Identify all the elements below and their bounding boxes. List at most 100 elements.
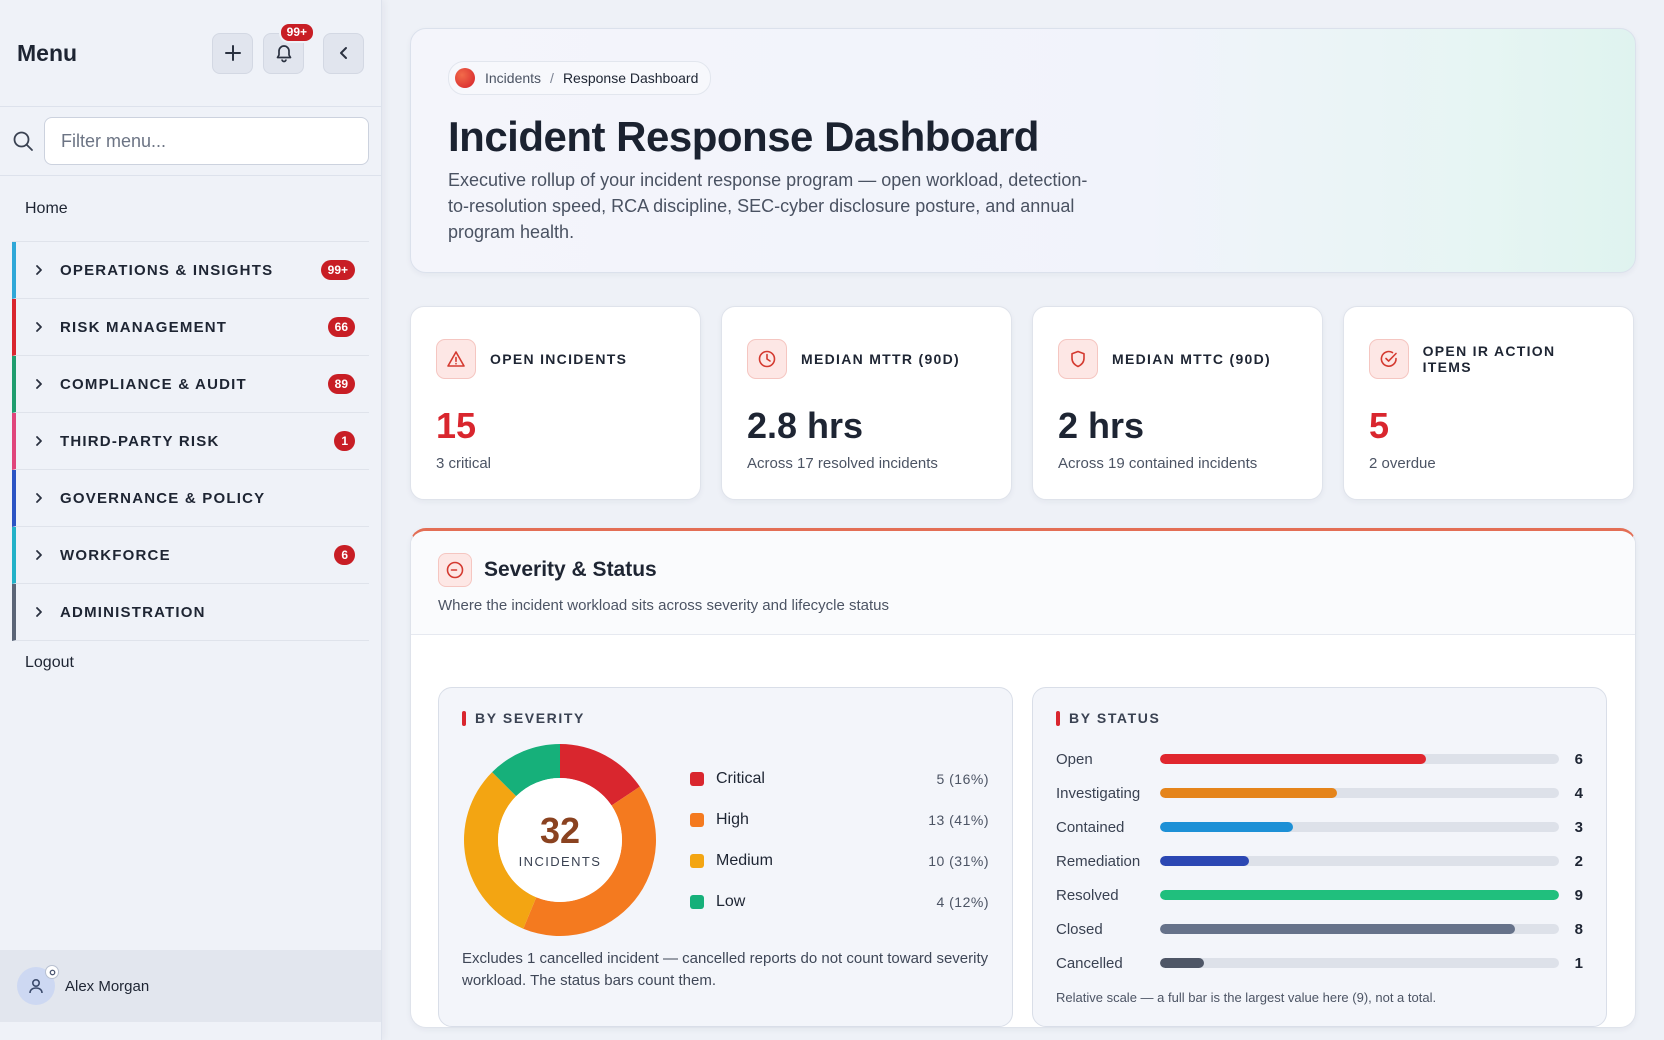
panel-title: Severity & Status [484, 558, 657, 581]
chevron-right-icon [36, 265, 42, 275]
notification-badge: 99+ [278, 21, 315, 43]
kpi-label: OPEN INCIDENTS [490, 351, 628, 367]
sidebar-group-count-badge: 6 [334, 545, 355, 565]
donut-center: 32 INCIDENTS [498, 778, 622, 902]
sidebar-group-count-badge: 66 [327, 317, 355, 337]
sidebar-group-label: ADMINISTRATION [60, 603, 206, 621]
search-icon [13, 131, 33, 151]
donut-slice-low [492, 744, 560, 797]
plus-icon [224, 45, 241, 61]
sidebar-group-count-badge: 99+ [320, 260, 355, 280]
add-button[interactable] [212, 32, 253, 74]
notifications-button[interactable]: 99+ [263, 21, 315, 74]
sidebar-group-governance-policy[interactable]: GOVERNANCE & POLICY [12, 470, 369, 527]
legend-item-critical: Critical 5 (16%) [690, 758, 989, 799]
sidebar-group-count-badge: 1 [334, 431, 355, 451]
status-card: BY STATUS Open 6 Investigating 4 Contained 3 R… [1032, 687, 1607, 1027]
status-card-title: BY STATUS [1056, 710, 1583, 726]
severity-card-title: BY SEVERITY [462, 710, 989, 726]
check-circle-icon [1369, 339, 1409, 379]
sidebar-nav: Home OPERATIONS & INSIGHTS 99+ RISK MANAGE… [0, 176, 381, 685]
status-count: 9 [1574, 886, 1583, 904]
legend-item-high: High 13 (41%) [690, 799, 989, 840]
sidebar-item-logout[interactable]: Logout [25, 654, 74, 671]
legend-name: Low [716, 892, 746, 910]
status-row-resolved: Resolved 9 [1056, 878, 1583, 912]
breadcrumb: Incidents / Response Dashboard [448, 61, 712, 95]
legend-value: 4 (12%) [936, 893, 989, 910]
status-label: Remediation [1056, 852, 1141, 870]
kpi-subtext: Across 19 contained incidents [1058, 455, 1258, 472]
filter-menu-input[interactable] [44, 117, 369, 165]
donut-slice-critical [560, 744, 640, 806]
status-row-open: Open 6 [1056, 742, 1583, 776]
kpi-header: MEDIAN MTTC (90D) [1058, 339, 1297, 379]
chevron-right-icon [36, 379, 42, 389]
gear-icon [45, 965, 59, 979]
status-label: Investigating [1056, 784, 1141, 802]
status-bar-track [1160, 788, 1559, 798]
kpi-value: 2 hrs [1058, 405, 1145, 446]
sidebar-group-compliance-audit[interactable]: COMPLIANCE & AUDIT 89 [12, 356, 369, 413]
donut-total: 32 [539, 809, 581, 851]
incidents-icon [455, 68, 475, 88]
status-bar-fill [1160, 924, 1515, 934]
status-row-remediation: Remediation 2 [1056, 844, 1583, 878]
severity-legend: Critical 5 (16%) High 13 (41%) Medium 10 (31%… [690, 758, 989, 922]
status-row-contained: Contained 3 [1056, 810, 1583, 844]
status-bar-fill [1160, 890, 1559, 900]
breadcrumb-parent-link[interactable]: Incidents [485, 70, 542, 86]
sidebar-title: Menu [17, 39, 78, 66]
sidebar-group-label: WORKFORCE [60, 546, 171, 564]
legend-item-low: Low 4 (12%) [690, 881, 989, 922]
sidebar-group-administration[interactable]: ADMINISTRATION [12, 584, 369, 641]
panel-subtitle: Where the incident workload sits across … [438, 597, 890, 614]
status-bar-track [1160, 856, 1559, 866]
sidebar-group-workforce[interactable]: WORKFORCE 6 [12, 527, 369, 584]
chevron-right-icon [36, 493, 42, 503]
chevron-right-icon [36, 322, 42, 332]
kpi-card-median-mttc-90d: MEDIAN MTTC (90D) 2 hrs Across 19 containe… [1032, 306, 1323, 500]
breadcrumb-current: Response Dashboard [562, 70, 699, 86]
sidebar-group-label: GOVERNANCE & POLICY [60, 489, 266, 507]
kpi-value: 2.8 hrs [747, 405, 864, 446]
avatar[interactable] [17, 965, 59, 1005]
status-count: 8 [1574, 920, 1583, 938]
status-count: 1 [1574, 954, 1583, 972]
legend-name: Medium [716, 851, 773, 869]
kpi-header: MEDIAN MTTR (90D) [747, 339, 986, 379]
sidebar-item-home[interactable]: Home [12, 176, 369, 242]
severity-status-panel: Severity & Status Where the incident wor… [410, 528, 1636, 1028]
user-name: Alex Morgan [65, 977, 150, 995]
sidebar: Menu 99+ Home OPERATIONS & INSIGHTS 99+ RI… [0, 0, 382, 1040]
kpi-label: OPEN IR ACTION ITEMS [1422, 343, 1556, 375]
sidebar-group-label: RISK MANAGEMENT [60, 318, 228, 336]
status-bar-track [1160, 958, 1559, 968]
main-content: Incidents / Response Dashboard Incident … [410, 28, 1636, 1028]
chevron-right-icon [36, 436, 42, 446]
kpi-label: MEDIAN MTTR (90D) [801, 351, 960, 367]
kpi-card-open-ir-action-items: OPEN IR ACTION ITEMS 5 2 overdue [1343, 306, 1634, 500]
status-row-closed: Closed 8 [1056, 912, 1583, 946]
status-label: Open [1056, 750, 1093, 768]
legend-swatch [690, 853, 704, 868]
legend-item-medium: Medium 10 (31%) [690, 840, 989, 881]
user-profile[interactable]: Alex Morgan [0, 950, 381, 1022]
status-note: Relative scale — a full bar is the large… [1056, 990, 1437, 1005]
legend-value: 13 (41%) [928, 811, 989, 828]
status-label: Cancelled [1056, 954, 1123, 972]
kpi-row: OPEN INCIDENTS 15 3 critical MEDIAN MTTR (9… [410, 306, 1636, 500]
panel-header: Severity & Status Where the incident wor… [411, 531, 1635, 635]
severity-note: Excludes 1 cancelled incident — cancelle… [462, 950, 989, 989]
sidebar-group-risk-management[interactable]: RISK MANAGEMENT 66 [12, 299, 369, 356]
minus-circle-icon [438, 553, 472, 587]
kpi-card-median-mttr-90d: MEDIAN MTTR (90D) 2.8 hrs Across 17 resolv… [721, 306, 1012, 500]
collapse-sidebar-button[interactable] [323, 32, 364, 74]
sidebar-group-operations-insights[interactable]: OPERATIONS & INSIGHTS 99+ [12, 242, 369, 299]
status-row-investigating: Investigating 4 [1056, 776, 1583, 810]
status-bar-track [1160, 924, 1559, 934]
donut-caption: INCIDENTS [518, 853, 602, 869]
sidebar-group-third-party-risk[interactable]: THIRD-PARTY RISK 1 [12, 413, 369, 470]
page-title: Incident Response Dashboard [448, 113, 1039, 160]
status-count: 6 [1574, 750, 1583, 768]
